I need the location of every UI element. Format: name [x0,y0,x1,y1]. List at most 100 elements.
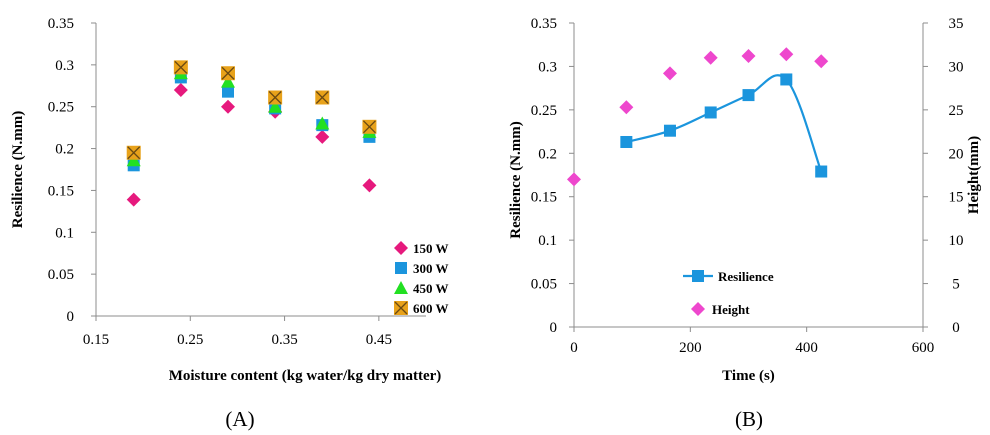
chart-b-data-points [567,47,829,187]
marker-cross [174,60,188,74]
marker-cross [394,301,408,315]
legend-marker [691,302,705,316]
y-tick-label: 0.1 [55,225,74,241]
data-point [268,90,283,105]
x-tick-label: 0.35 [271,332,297,348]
data-point [173,82,188,97]
legend-marker [394,281,408,294]
y2-tick-label: 20 [949,146,964,162]
chart-a: 00.050.10.150.20.250.30.35 0.15 0.25 0.35 0… [10,16,449,431]
data-point [126,153,141,167]
resilience-point [742,89,755,102]
y-tick-label: 0.15 [48,183,74,199]
chart-b-x-axis-title: Time (s) [722,368,775,384]
x-tick-label: 0.15 [83,332,109,348]
y-tick-label: 0.2 [538,146,557,162]
chart-b-resilience-line [626,74,823,172]
y-tick-label: 0.15 [531,190,557,206]
y2-tick-label: 5 [952,277,960,293]
x-tick-label: 0.25 [177,332,203,348]
resilience-point [663,124,676,137]
data-point [221,74,235,88]
legend-marker [395,262,407,274]
y-tick-label: 0.2 [55,142,74,158]
marker-cross [127,146,141,160]
y-tick-label: 0 [67,309,75,325]
legend-label: 150 W [413,241,449,256]
height-point [703,50,718,65]
x-tick-label: 400 [795,340,818,356]
data-point [221,66,235,81]
y-tick-label: 0.25 [531,103,557,119]
chart-a-y-ticks: 0 0.05 0.1 0.15 0.2 0.25 0.3 0.35 [48,16,96,325]
x-tick-label: 600 [912,340,935,356]
y2-tick-label: 0 [952,320,960,336]
y2-tick-label: 30 [949,59,964,75]
resilience-point [704,106,717,119]
y-tick-label: 0.25 [48,100,74,116]
data-point [315,129,330,144]
legend-marker [394,301,408,315]
legend-label: 300 W [413,261,449,276]
resilience-point [815,165,828,178]
y2-tick-label: 35 [949,16,964,32]
chart-a-legend: 150 W 300 W 450 W 600 W [394,241,449,316]
marker-cross [268,91,282,104]
x-tick-label: 200 [679,340,702,356]
height-point [741,49,756,64]
data-point [362,178,377,193]
y2-tick-label: 10 [949,233,964,249]
legend-label: Height [712,302,750,317]
chart-a-axes [95,23,426,317]
height-point [779,47,794,62]
resilience-point [780,73,793,86]
y-tick-label: 0 [550,320,558,336]
height-point [814,54,829,69]
chart-b-x-ticks: 0 200 400 600 [570,327,934,356]
resilience-point [620,135,633,148]
height-point [619,100,634,115]
data-point [315,116,330,130]
data-point [268,99,283,113]
chart-a-x-ticks: 0.15 0.25 0.35 0.45 [83,316,392,348]
legend-marker [394,241,408,255]
chart-a-panel-label: (A) [225,407,254,431]
chart-b-y-ticks: 0 0.05 0.1 0.15 0.2 0.25 0.3 0.35 [531,16,574,336]
x-tick-label: 0.45 [366,332,392,348]
y2-tick-label: 15 [949,190,964,206]
chart-b-panel-label: (B) [735,407,763,431]
y-tick-label: 0.05 [48,267,74,283]
marker-cross [315,91,329,104]
y-tick-label: 0.3 [55,58,74,74]
chart-a-y-axis-title: Resilience (N.mm) [10,111,26,228]
height-point [567,172,581,187]
chart-b-y2-ticks: 0 5 10 15 20 25 30 35 [923,16,964,336]
height-point [662,66,677,81]
y-tick-label: 0.3 [538,59,557,75]
data-point [315,90,330,105]
y-tick-label: 0.1 [538,233,557,249]
x-tick-label: 0 [570,340,578,356]
legend-label: 600 W [413,301,449,316]
chart-b: 0 0.05 0.1 0.15 0.2 0.25 0.3 0.35 0 5 10 15 20 25 30 3… [508,16,982,431]
marker-cross [221,66,235,80]
chart-b-legend: Resilience Height [683,269,774,317]
data-point [126,145,141,160]
marker-cross [362,120,376,134]
legend-marker [692,270,704,282]
chart-b-y-axis-title: Resilience (N.mm) [508,121,524,238]
chart-a-x-axis-title: Moisture content (kg water/kg dry matter… [169,368,442,384]
y2-tick-label: 25 [949,103,964,119]
data-point [126,192,141,207]
data-point [221,99,235,114]
chart-a-data-points [126,60,377,207]
chart-b-y2-axis-title: Height(mm) [966,136,982,214]
legend-label: 450 W [413,281,449,296]
legend-label: Resilience [718,269,774,284]
y-tick-label: 0.05 [531,277,557,293]
data-point [173,60,188,75]
y-tick-label: 0.35 [48,16,74,32]
data-point [362,119,377,134]
y-tick-label: 0.35 [531,16,557,32]
